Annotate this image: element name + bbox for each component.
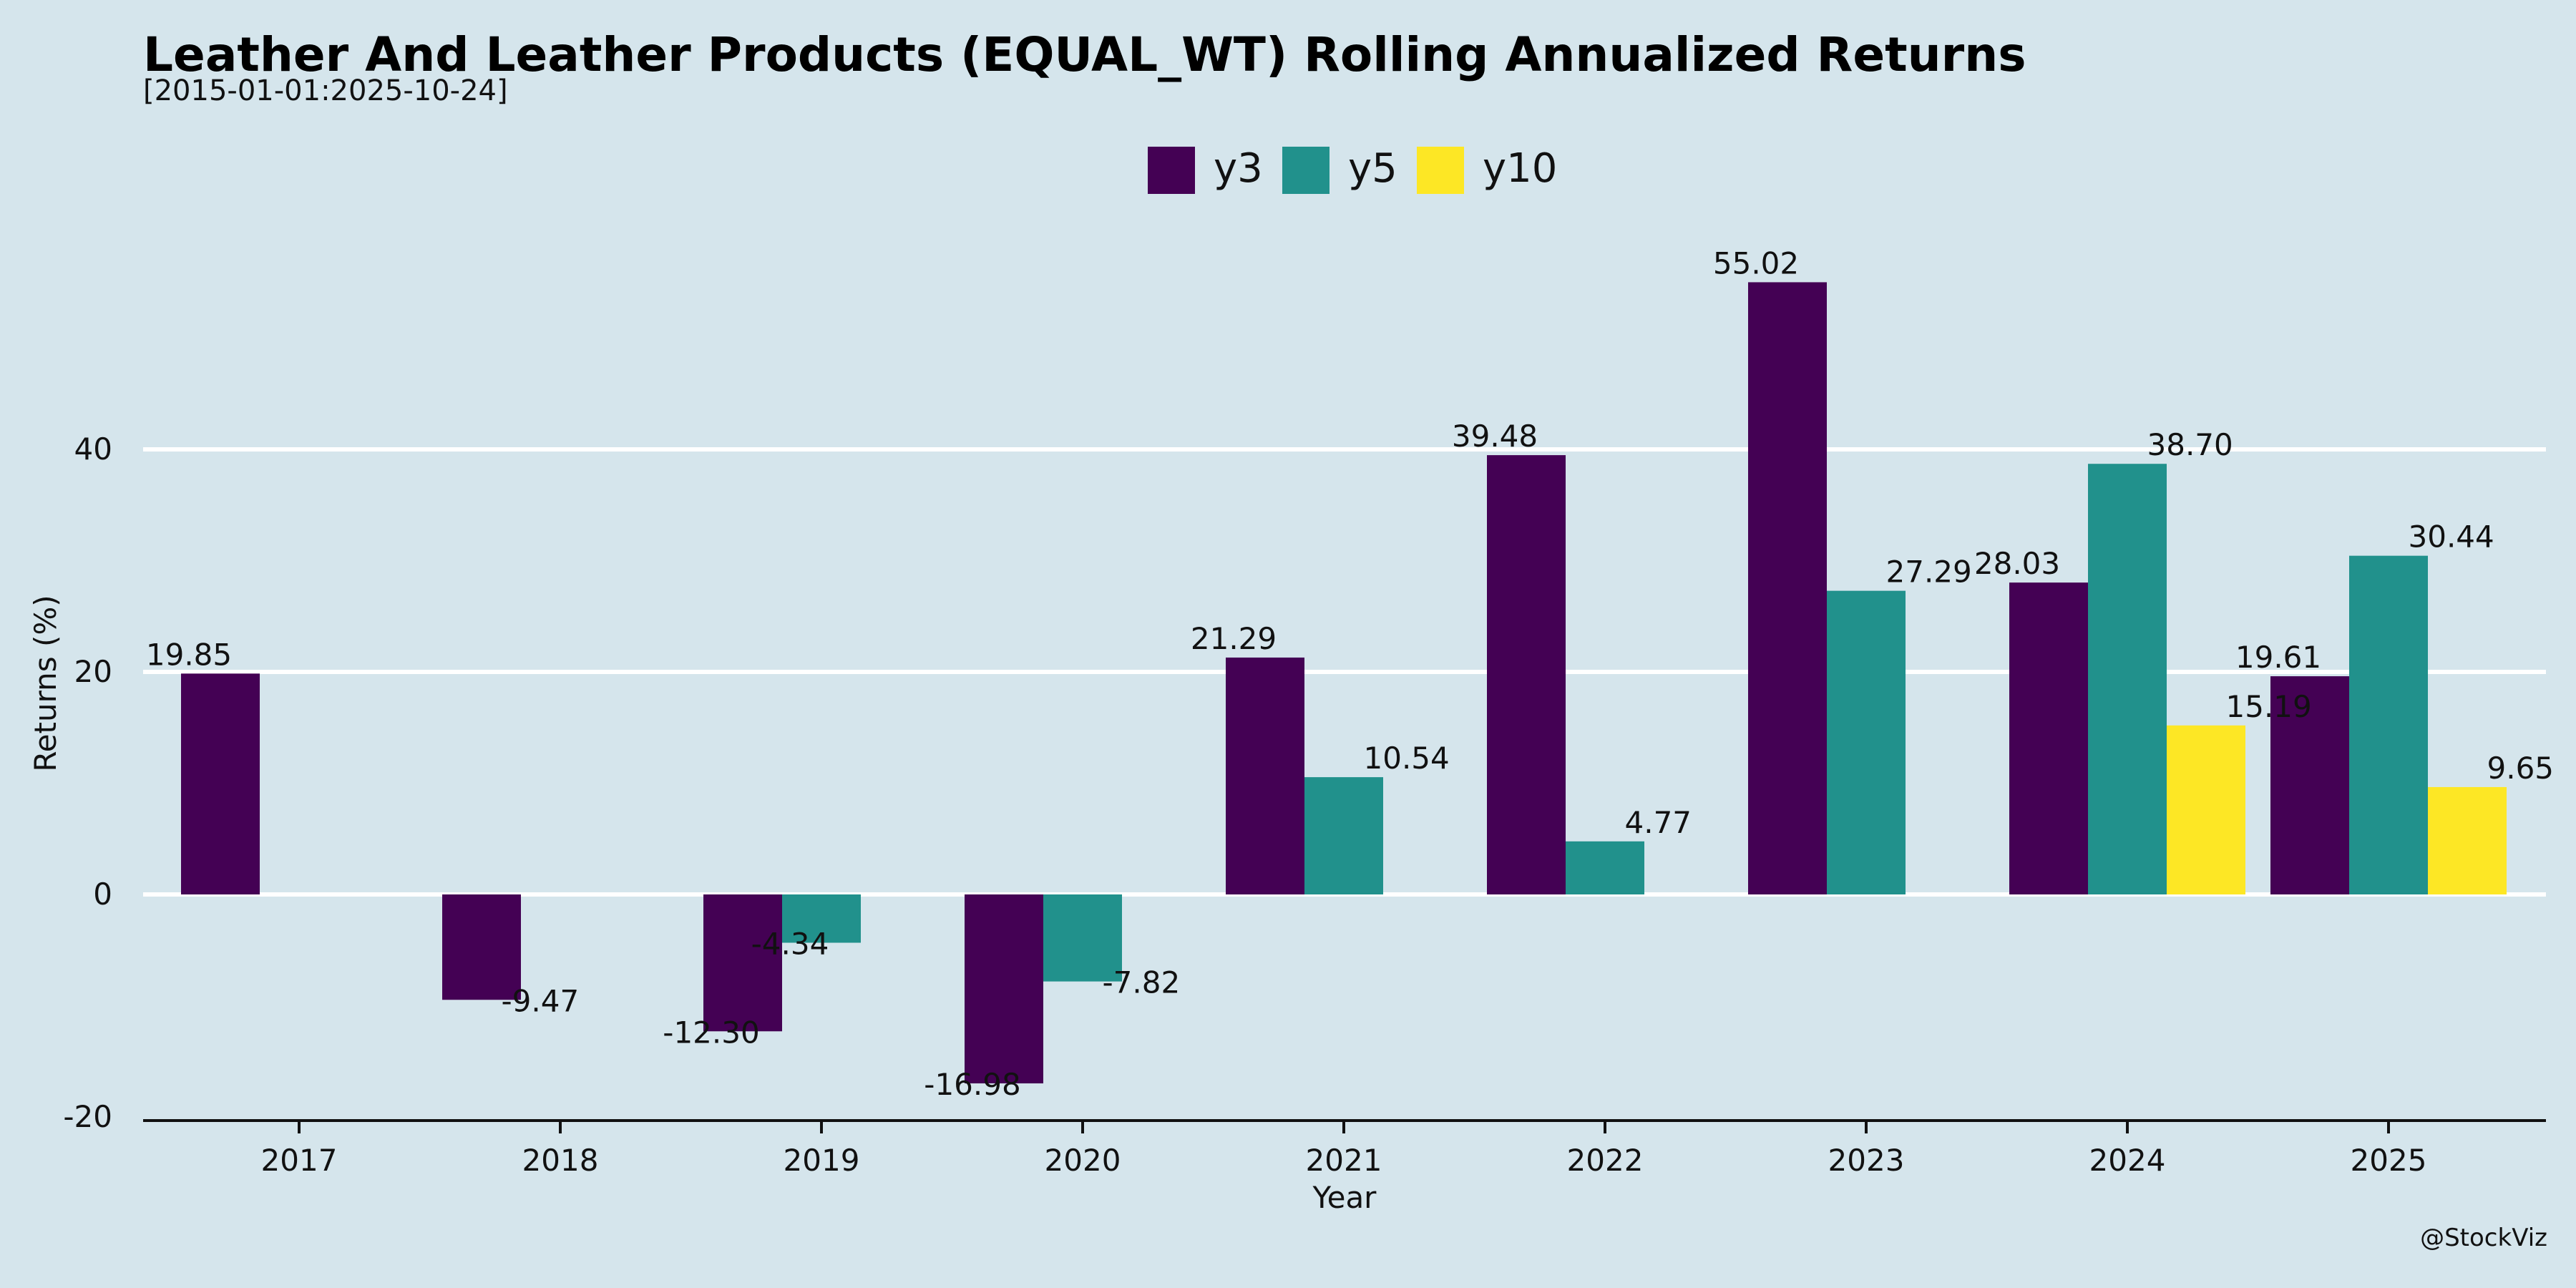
bar-y3-2021 — [1226, 657, 1304, 894]
bars — [181, 282, 2507, 1084]
bar-y5-2024 — [2088, 464, 2167, 894]
data-label-y3-2018: -9.47 — [502, 983, 580, 1018]
legend-label-y5[interactable]: y5 — [1348, 145, 1397, 192]
bar-y3-2024 — [2009, 582, 2088, 894]
y-tick-label: -20 — [63, 1099, 112, 1134]
data-label-y3-2020: -16.98 — [924, 1067, 1020, 1102]
bar-y3-2019 — [703, 894, 782, 1032]
data-label-y5-2023: 27.29 — [1886, 555, 1972, 590]
data-label-y5-2025: 30.44 — [2409, 519, 2494, 555]
x-tick-label: 2024 — [2089, 1143, 2166, 1178]
data-label-y3-2025: 19.61 — [2235, 640, 2321, 675]
x-tick-label: 2018 — [522, 1143, 599, 1178]
bar-y5-2020 — [1043, 894, 1122, 982]
data-label-y5-2019: -4.34 — [751, 926, 829, 961]
bar-y3-2020 — [965, 894, 1043, 1084]
data-label-y3-2023: 55.02 — [1713, 245, 1799, 280]
data-label-y5-2024: 38.70 — [2147, 427, 2233, 462]
x-tick-label: 2021 — [1306, 1143, 1382, 1178]
data-label-y3-2024: 28.03 — [1974, 546, 2060, 581]
y-tick-label: 40 — [74, 431, 112, 467]
bar-y3-2025 — [2270, 676, 2349, 894]
bar-y5-2023 — [1827, 590, 1906, 894]
bar-y10-2024 — [2167, 725, 2245, 894]
bar-y3-2023 — [1748, 282, 1827, 895]
data-label-y5-2022: 4.77 — [1625, 805, 1692, 840]
data-label-y3-2017: 19.85 — [146, 637, 232, 672]
legend-swatch-y5[interactable] — [1282, 147, 1330, 194]
x-axis-title: Year — [1312, 1180, 1377, 1215]
bar-y10-2025 — [2428, 786, 2507, 894]
legend-swatch-y3[interactable] — [1148, 147, 1195, 194]
legend-swatch-y10[interactable] — [1417, 147, 1464, 194]
data-label-y5-2021: 10.54 — [1364, 741, 1450, 776]
legend-label-y10[interactable]: y10 — [1483, 145, 1557, 192]
y-axis-title: Returns (%) — [28, 595, 63, 771]
x-tick-label: 2020 — [1045, 1143, 1121, 1178]
bar-y3-2017 — [181, 673, 260, 894]
x-tick-label: 2023 — [1828, 1143, 1905, 1178]
data-label-y5-2020: -7.82 — [1103, 965, 1181, 1000]
axes: -20 0 20 40 2017 2018 2019 2020 2021 2022 2023 2024… — [28, 431, 2546, 1215]
bar-y3-2018 — [442, 894, 521, 1000]
data-labels: 19.85 -9.47 -12.30 -4.34 -16.98 -7.82 21.29 10.… — [146, 245, 2554, 1102]
legend[interactable]: y3 y5 y10 — [1148, 145, 1557, 194]
legend-label-y3[interactable]: y3 — [1214, 145, 1263, 192]
chart-title: Leather And Leather Products (EQUAL_WT) … — [143, 27, 2026, 82]
data-label-y10-2024: 15.19 — [2226, 689, 2312, 724]
data-label-y3-2021: 21.29 — [1191, 621, 1277, 656]
data-label-y3-2022: 39.48 — [1452, 419, 1538, 454]
x-tick-label: 2017 — [261, 1143, 338, 1178]
bar-y5-2022 — [1566, 841, 1644, 894]
bar-y5-2025 — [2349, 555, 2428, 894]
bar-y5-2019 — [782, 894, 861, 943]
credit-text: @StockViz — [2420, 1224, 2547, 1252]
bar-y3-2022 — [1487, 455, 1566, 894]
y-tick-label: 20 — [74, 654, 112, 689]
data-label-y3-2019: -12.30 — [663, 1015, 759, 1050]
y-tick-label: 0 — [93, 877, 112, 912]
chart-subtitle: [2015-01-01:2025-10-24] — [143, 74, 508, 107]
x-tick-label: 2019 — [784, 1143, 860, 1178]
bar-y5-2021 — [1304, 777, 1383, 894]
x-tick-label: 2025 — [2351, 1143, 2427, 1178]
x-tick-label: 2022 — [1567, 1143, 1644, 1178]
data-label-y10-2025: 9.65 — [2487, 751, 2555, 786]
